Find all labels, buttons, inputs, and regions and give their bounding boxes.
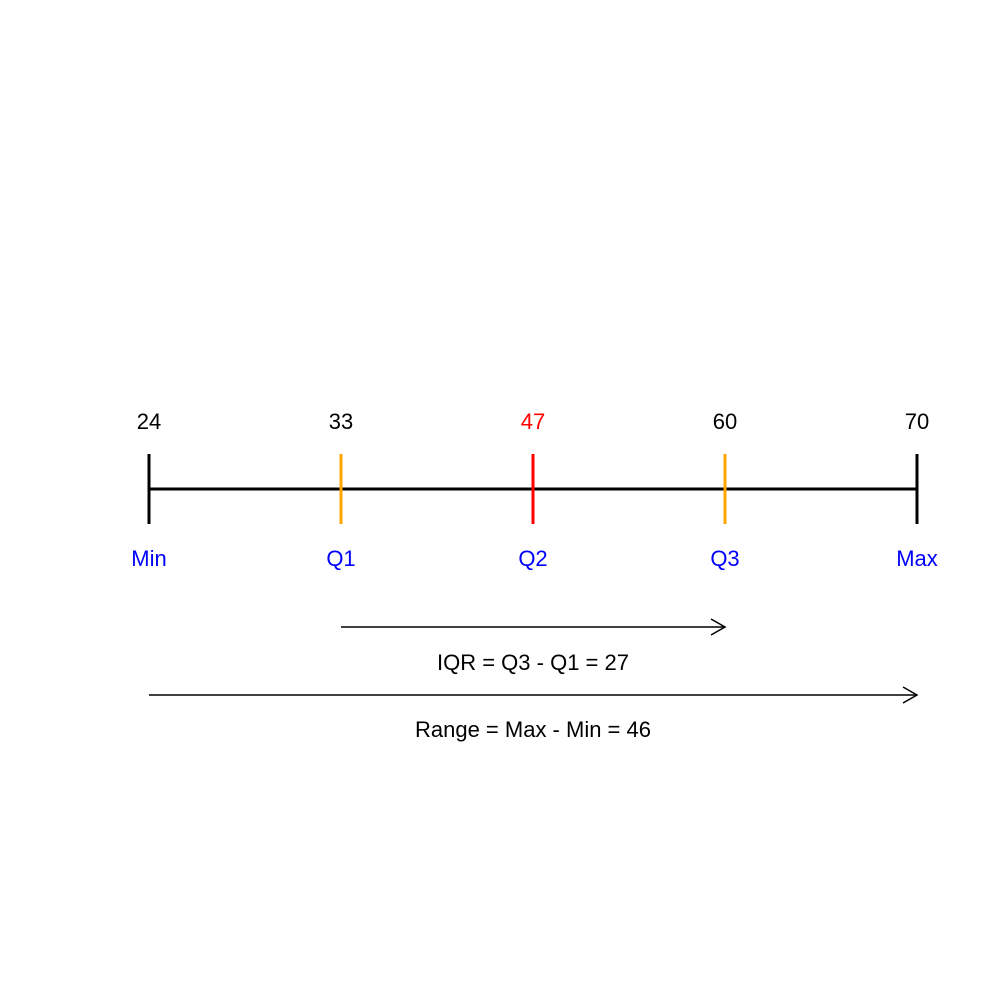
min-label: Min — [131, 546, 166, 571]
range-annotation: Range = Max - Min = 46 — [415, 717, 651, 742]
q2-value: 47 — [521, 409, 545, 434]
q1-value: 33 — [329, 409, 353, 434]
iqr-annotation: IQR = Q3 - Q1 = 27 — [437, 650, 629, 675]
q3-value: 60 — [713, 409, 737, 434]
q2-label: Q2 — [518, 546, 547, 571]
q3-label: Q3 — [710, 546, 739, 571]
max-value: 70 — [905, 409, 929, 434]
q1-label: Q1 — [326, 546, 355, 571]
min-value: 24 — [137, 409, 161, 434]
range-arrow — [149, 686, 919, 704]
max-label: Max — [896, 546, 938, 571]
iqr-arrow — [341, 618, 727, 636]
